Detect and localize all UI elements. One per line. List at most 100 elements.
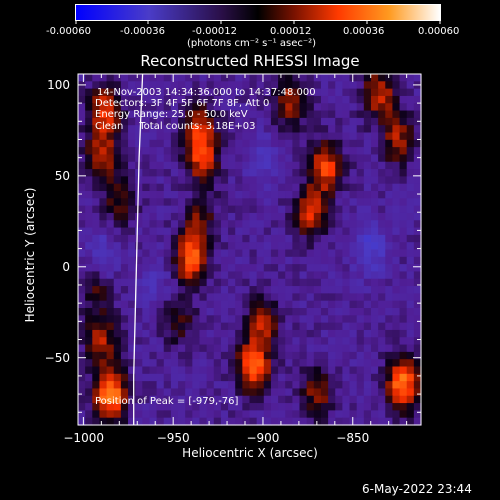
heatmap-cell xyxy=(306,278,315,287)
heatmap-cell xyxy=(156,271,165,280)
heatmap-cell xyxy=(263,351,272,360)
heatmap-cell xyxy=(92,286,101,294)
heatmap-cell xyxy=(156,337,165,346)
heatmap-cell xyxy=(178,410,186,419)
heatmap-cell xyxy=(378,264,386,273)
heatmap-cell xyxy=(406,271,415,280)
heatmap-cell xyxy=(270,271,279,280)
heatmap-cell xyxy=(163,234,172,243)
heatmap-cell xyxy=(142,417,151,426)
heatmap-cell xyxy=(242,139,251,148)
heatmap-cell xyxy=(413,249,422,258)
heatmap-cell xyxy=(385,351,394,360)
heatmap-cell xyxy=(85,403,93,411)
heatmap-cell xyxy=(235,322,243,331)
heatmap-cell xyxy=(106,417,115,426)
heatmap-cell xyxy=(156,95,165,104)
heatmap-cell xyxy=(249,95,258,104)
heatmap-cell xyxy=(299,256,308,265)
heatmap-cell xyxy=(370,191,379,199)
heatmap-cell xyxy=(156,366,165,375)
heatmap-cell xyxy=(199,366,208,375)
heatmap-cell xyxy=(85,417,93,426)
heatmap-cell xyxy=(206,256,215,265)
heatmap-cell xyxy=(99,191,108,199)
heatmap-cell xyxy=(370,410,379,419)
heatmap-cell xyxy=(278,183,286,192)
heatmap-cell xyxy=(392,74,401,82)
heatmap-cell xyxy=(299,117,308,126)
heatmap-cell xyxy=(306,329,315,338)
heatmap-cell xyxy=(399,344,408,353)
heatmap-cell xyxy=(370,308,379,316)
heatmap-cell xyxy=(185,220,193,229)
heatmap-cell xyxy=(178,256,186,265)
heatmap-cell xyxy=(85,410,93,419)
heatmap-cell xyxy=(178,227,186,236)
heatmap-cell xyxy=(99,176,108,185)
heatmap-cell xyxy=(149,74,158,82)
heatmap-cell xyxy=(385,139,394,148)
heatmap-cell xyxy=(199,256,208,265)
heatmap-cell xyxy=(128,220,136,229)
heatmap-cell xyxy=(249,191,258,199)
heatmap-cell xyxy=(392,147,401,156)
heatmap-cell xyxy=(413,256,422,265)
heatmap-cell xyxy=(228,154,236,163)
heatmap-cell xyxy=(328,286,336,294)
heatmap-cell xyxy=(85,337,93,346)
heatmap-cell xyxy=(413,271,422,280)
heatmap-cell xyxy=(92,256,101,265)
heatmap-cell xyxy=(199,293,208,302)
heatmap-cell xyxy=(192,308,201,316)
heatmap-cell xyxy=(385,322,394,331)
heatmap-cell xyxy=(399,329,408,338)
heatmap-cell xyxy=(299,220,308,229)
heatmap-cell xyxy=(356,191,365,199)
heatmap-cell xyxy=(413,198,422,207)
heatmap-cell xyxy=(142,308,151,316)
heatmap-cell xyxy=(178,161,186,170)
heatmap-cell xyxy=(92,417,101,426)
heatmap-cell xyxy=(378,103,386,112)
heatmap-cell xyxy=(385,132,394,141)
heatmap-cell xyxy=(213,344,222,353)
heatmap-cell xyxy=(135,95,143,104)
heatmap-cell xyxy=(306,242,315,251)
heatmap-cell xyxy=(399,337,408,346)
heatmap-cell xyxy=(249,359,258,368)
heatmap-cell xyxy=(149,205,158,214)
heatmap-cell xyxy=(378,337,386,346)
heatmap-cell xyxy=(399,110,408,119)
heatmap-cell xyxy=(406,147,415,156)
heatmap-cell xyxy=(278,95,286,104)
heatmap-cell xyxy=(328,117,336,126)
heatmap-cell xyxy=(406,417,415,426)
heatmap-cell xyxy=(413,183,422,192)
heatmap-cell xyxy=(120,125,129,134)
heatmap-cell xyxy=(385,381,394,390)
heatmap-cell xyxy=(335,74,343,82)
heatmap-cell xyxy=(306,388,315,397)
heatmap-cell xyxy=(242,337,251,346)
heatmap-cell xyxy=(299,234,308,243)
heatmap-cell xyxy=(356,366,365,375)
heatmap-cell xyxy=(128,329,136,338)
heatmap-cell xyxy=(335,227,343,236)
heatmap-cell xyxy=(220,191,229,199)
heatmap-cell xyxy=(306,212,315,221)
heatmap-cell xyxy=(406,125,415,134)
heatmap-cell xyxy=(335,388,343,397)
heatmap-cell xyxy=(370,381,379,390)
heatmap-cell xyxy=(128,300,136,309)
heatmap-cell xyxy=(328,300,336,309)
heatmap-cell xyxy=(106,403,115,411)
heatmap-cell xyxy=(142,103,151,112)
heatmap-cell xyxy=(306,147,315,156)
heatmap-cell xyxy=(99,337,108,346)
heatmap-cell xyxy=(228,381,236,390)
heatmap-cell xyxy=(135,117,143,126)
heatmap-cell xyxy=(142,161,151,170)
heatmap-cell xyxy=(78,220,86,229)
heatmap-cell xyxy=(78,359,86,368)
